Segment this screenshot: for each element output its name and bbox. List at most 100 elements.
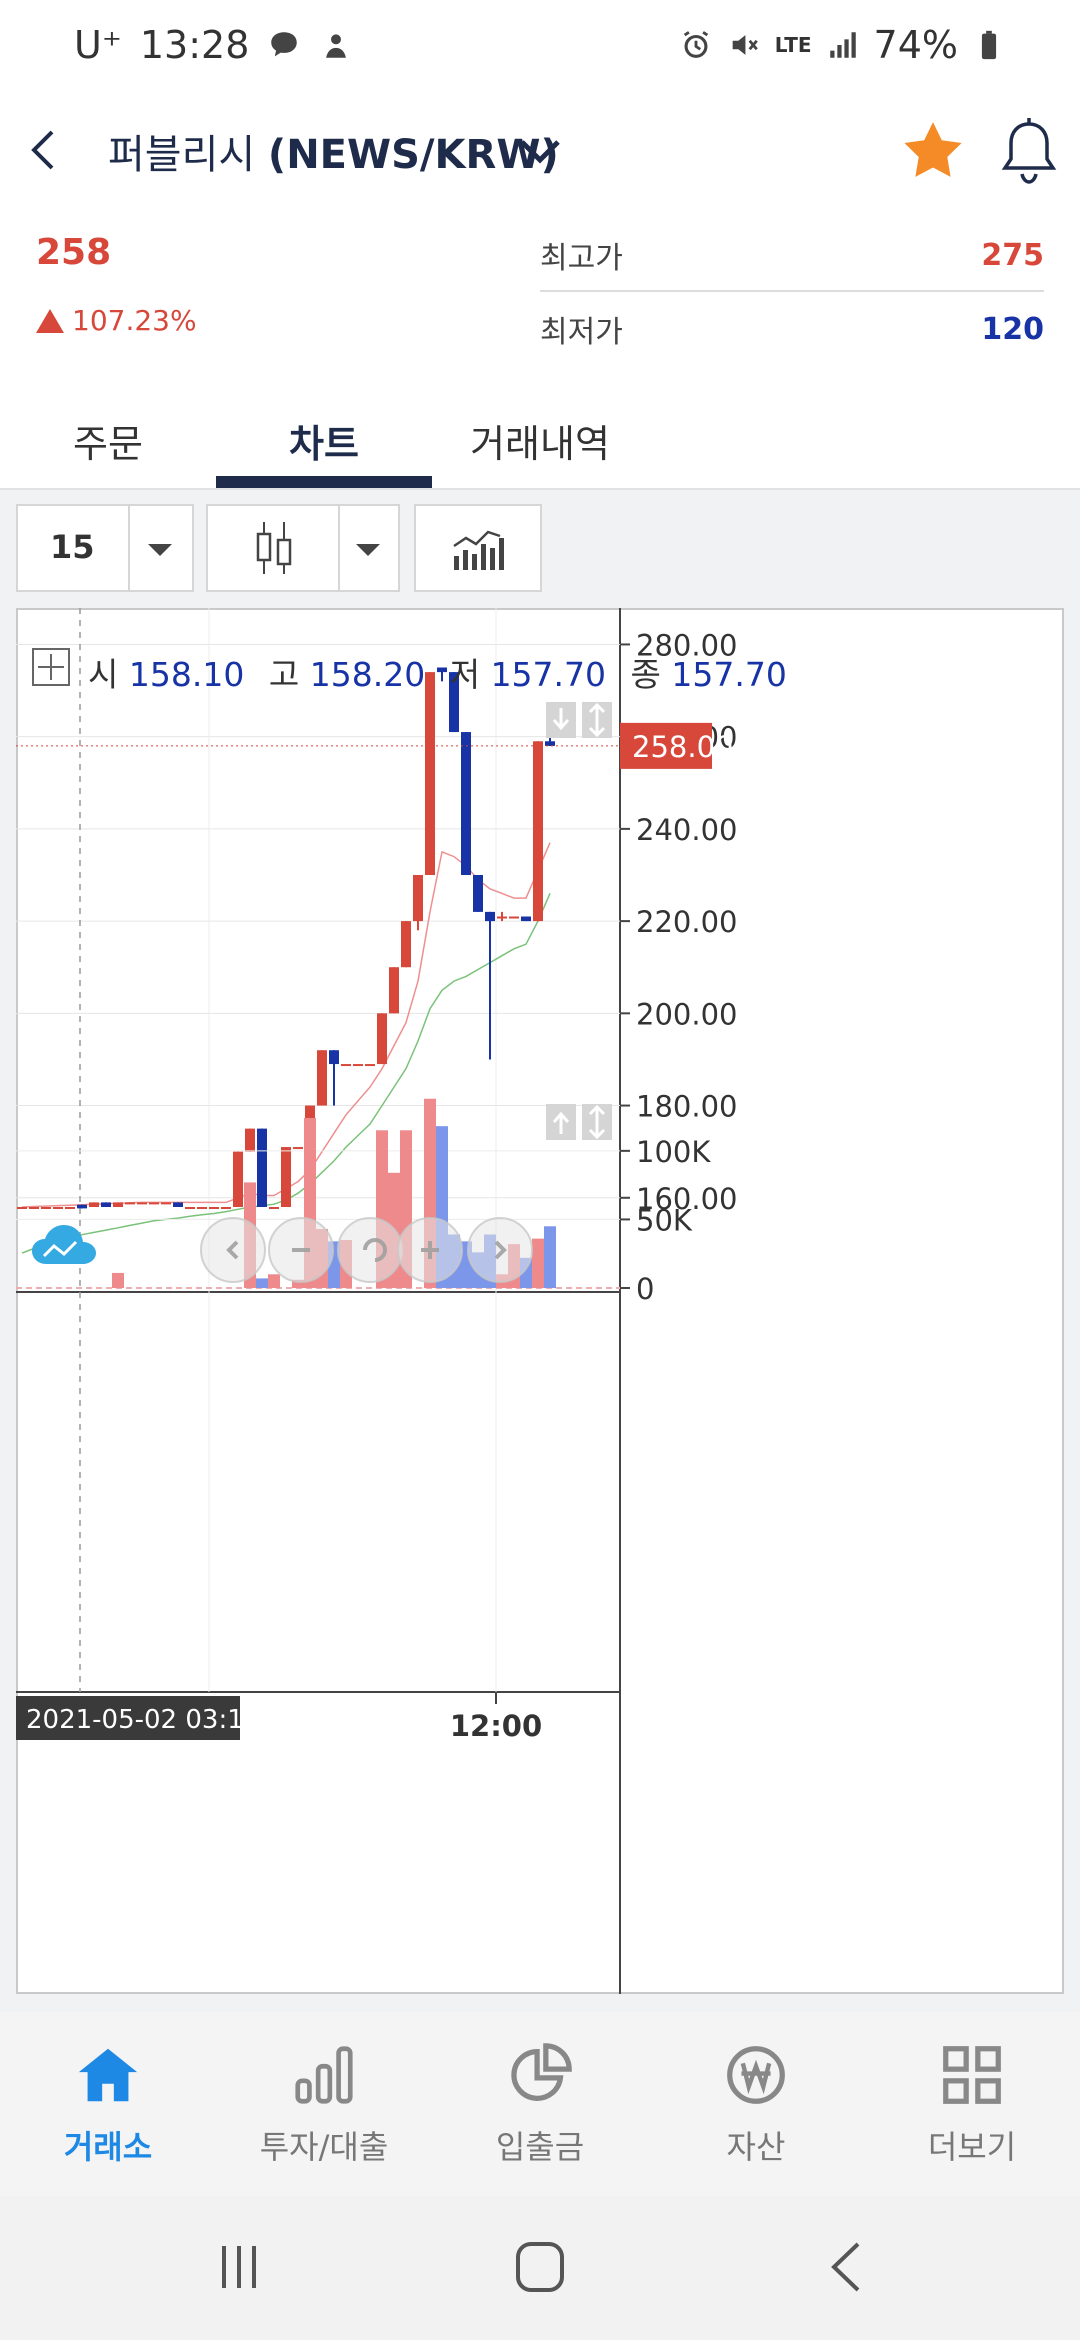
favorite-star-icon[interactable] — [900, 118, 966, 184]
candle-body — [365, 1064, 375, 1067]
open-value: 158.10 — [128, 655, 245, 694]
reset-icon — [363, 1238, 387, 1262]
low-value: 157.70 — [490, 655, 607, 694]
candle-body — [329, 1050, 339, 1065]
arrow-up-icon — [552, 1111, 570, 1134]
pan-right-button — [467, 1217, 533, 1283]
volume-tick-label: 100K — [636, 1135, 711, 1169]
volume-bar — [532, 1238, 544, 1288]
current-price-tag — [620, 722, 712, 769]
nav-exchange[interactable]: 거래소 — [0, 2040, 216, 2180]
candle-body — [401, 921, 411, 968]
chat-bubble-icon — [271, 32, 298, 57]
volume-bar — [256, 1278, 268, 1288]
candle-body — [317, 1050, 327, 1106]
nav-assets[interactable]: 자산 — [648, 2040, 864, 2180]
candle-body — [485, 911, 495, 922]
nav-deposit-withdraw[interactable]: 입출금 — [432, 2040, 648, 2180]
candle-body — [29, 1207, 39, 1209]
low-label: 최저가 — [540, 315, 623, 350]
battery-icon — [981, 30, 997, 60]
clock-time: 13:28 — [139, 23, 250, 67]
back-button-icon[interactable] — [826, 2238, 866, 2296]
reset-button — [337, 1217, 403, 1283]
chevron-down-icon[interactable] — [516, 132, 564, 172]
volume-tick-label: 0 — [636, 1272, 654, 1306]
candle-body — [161, 1202, 171, 1205]
recent-apps-icon[interactable] — [214, 2240, 264, 2294]
candle-body — [41, 1207, 51, 1209]
y-tick-label: 200.00 — [636, 997, 737, 1031]
tab-bar: 주문 차트 거래내역 — [0, 390, 1080, 490]
open-label: 시 — [88, 655, 119, 694]
tab-trade-history[interactable]: 거래내역 — [470, 421, 610, 466]
zoom-in-icon — [421, 1241, 439, 1259]
low-value: 120 — [981, 311, 1044, 347]
pan-left-button — [200, 1217, 266, 1283]
volume-bar — [112, 1272, 124, 1288]
pan-left-icon — [226, 1240, 239, 1260]
won-coin-icon — [727, 2046, 785, 2104]
nav-invest-loan[interactable]: 투자/대출 — [216, 2040, 432, 2180]
x-tick-label: 12:00 — [450, 1709, 542, 1743]
cloud-line-icon — [42, 1240, 78, 1258]
crosshair-toggle-icon[interactable] — [32, 648, 70, 686]
bell-icon[interactable] — [998, 116, 1060, 186]
system-nav-bar — [0, 2196, 1080, 2340]
price-chart[interactable]: 280.00260.00240.00220.00200.00180.00160.… — [16, 608, 1064, 1994]
indicator-button[interactable] — [414, 504, 542, 592]
volume-bar — [544, 1226, 556, 1288]
high-label: 고 — [268, 655, 300, 694]
candle-body — [233, 1151, 243, 1207]
bottom-nav — [0, 2012, 1080, 2196]
coin-name: 퍼블리시 — [108, 132, 256, 178]
candle-body — [125, 1202, 135, 1205]
alarm-icon — [683, 31, 708, 58]
up-triangle-icon — [36, 308, 64, 333]
high-price-row: 최고가 275 — [540, 220, 1044, 290]
candle-body — [185, 1207, 195, 1209]
crosshair-time-badge — [16, 1696, 240, 1740]
pan-right-icon — [494, 1240, 507, 1260]
chart-type-select[interactable] — [206, 504, 340, 592]
interval-value: 15 — [50, 528, 95, 566]
tab-chart[interactable]: 차트 — [289, 421, 359, 466]
candle-body — [473, 875, 483, 912]
candle-body — [173, 1202, 183, 1207]
pie-chart-icon — [511, 2043, 572, 2101]
candlestick-icon — [256, 522, 292, 574]
mute-icon — [732, 35, 758, 55]
caret-down-icon — [356, 544, 380, 556]
low-price-row: 최저가 120 — [540, 294, 1044, 364]
candle-body — [197, 1207, 207, 1209]
back-arrow-icon[interactable] — [16, 122, 72, 178]
candle-body — [521, 916, 531, 922]
y-tick-label: 220.00 — [636, 905, 737, 939]
nav-more[interactable]: 더보기 — [864, 2040, 1080, 2180]
coin-title[interactable]: 퍼블리시 (NEWS/KRW) — [108, 122, 559, 180]
battery-percent: 74% — [873, 23, 958, 67]
candle-body — [77, 1204, 87, 1209]
candle-body — [65, 1207, 75, 1209]
change-percent: 107.23% — [72, 304, 197, 337]
coin-pair: (NEWS/KRW) — [267, 132, 559, 178]
candle-body — [137, 1202, 147, 1205]
candle-body — [293, 1147, 303, 1150]
divider — [540, 290, 1044, 292]
volume-bar — [268, 1274, 280, 1288]
candle-body — [449, 672, 459, 733]
home-button-icon[interactable] — [512, 2238, 568, 2296]
tab-order[interactable]: 주문 — [73, 421, 143, 466]
candle-body — [53, 1207, 63, 1209]
candle-body — [545, 741, 555, 746]
close-label: 종 — [630, 655, 661, 694]
nav-label: 자산 — [726, 2128, 786, 2166]
current-price-label: 258.00 — [632, 730, 733, 764]
interval-select[interactable] — [16, 504, 130, 592]
candle-body — [209, 1207, 219, 1209]
candle-body — [149, 1202, 159, 1205]
candle-body — [341, 1064, 351, 1067]
candle-body — [497, 916, 507, 919]
caret-down-icon — [148, 544, 172, 556]
cloud-chart-icon — [32, 1225, 96, 1264]
